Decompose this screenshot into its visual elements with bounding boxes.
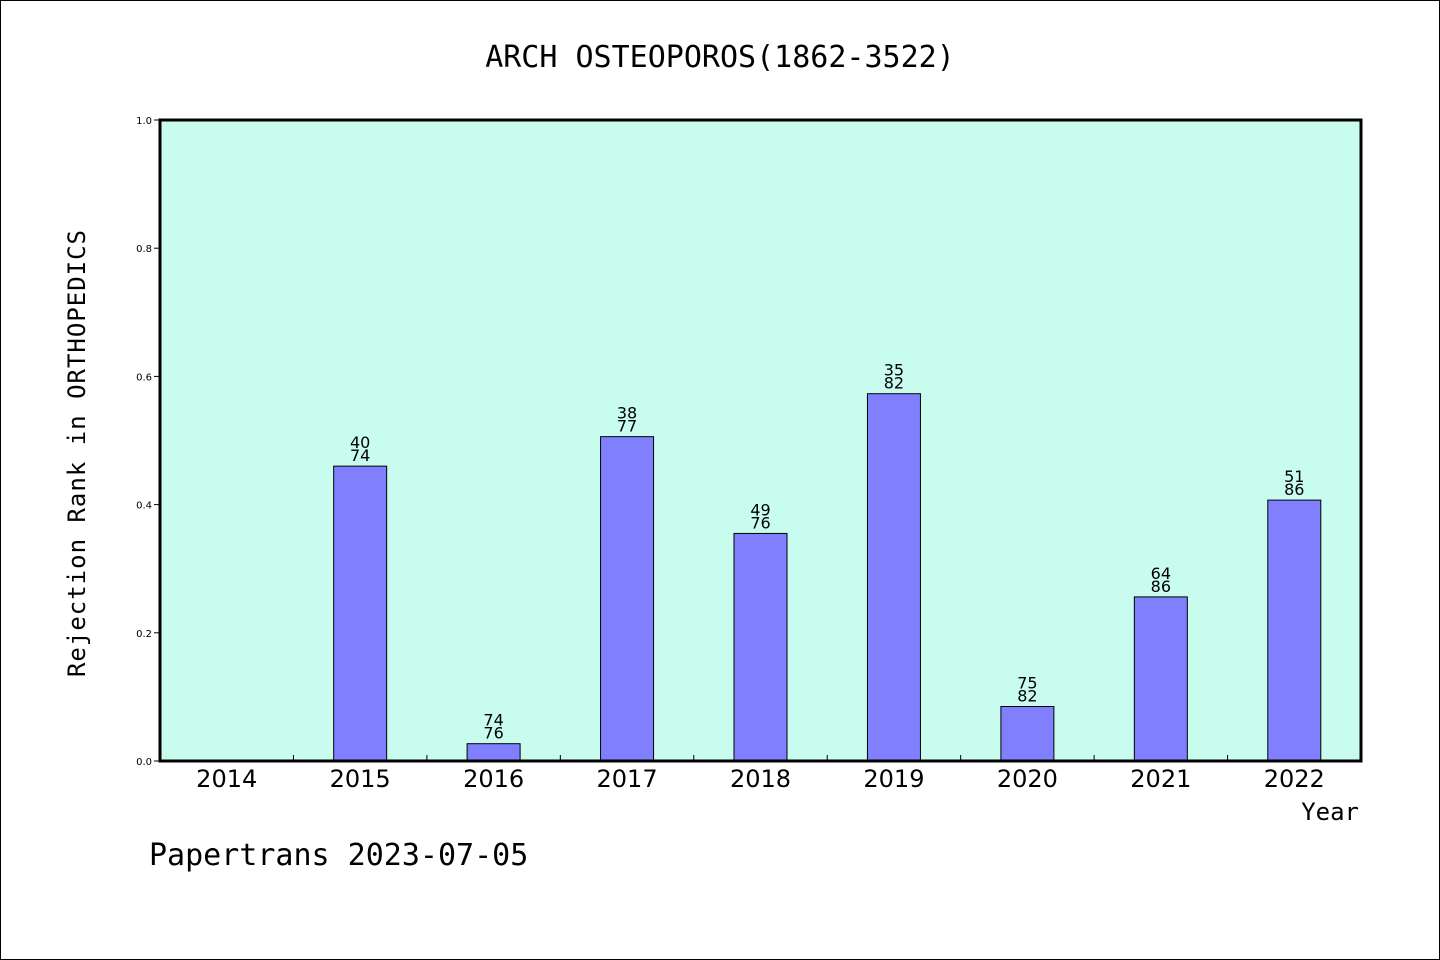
- footer-credit: Papertrans 2023-07-05: [149, 838, 528, 873]
- x-tick-label-2022: 2022: [1264, 765, 1325, 793]
- bar-2015: [333, 465, 388, 762]
- y-axis-label: Rejection Rank in ORTHOPEDICS: [63, 229, 91, 677]
- y-tick-label-1: 0.2: [136, 629, 152, 640]
- bar-2019: [866, 393, 921, 762]
- y-tick-label-0: 0.0: [136, 757, 152, 768]
- x-tick-label-2021: 2021: [1130, 765, 1191, 793]
- bar-2020: [1000, 706, 1055, 762]
- data-label-2016-bottom: 76: [483, 724, 503, 743]
- data-label-2020-bottom: 82: [1017, 687, 1037, 706]
- bar-2016: [466, 743, 521, 762]
- x-tick-label-2018: 2018: [730, 765, 791, 793]
- x-tick-label-2014: 2014: [196, 765, 257, 793]
- y-tick-label-4: 0.8: [136, 244, 152, 255]
- bar-2018: [733, 532, 788, 762]
- data-label-2019-top: 35: [884, 361, 904, 380]
- data-label-2021-bottom: 86: [1151, 577, 1171, 596]
- y-ticks-group: 0.0 0.2 0.4 0.6 0.8 1.0: [136, 116, 160, 768]
- y-tick-label-3: 0.6: [136, 372, 152, 383]
- data-label-2018-bottom: 76: [750, 513, 770, 532]
- data-label-2015-bottom: 74: [350, 446, 370, 465]
- data-label-2015-top: 40: [350, 433, 370, 452]
- x-ticks-group: 2014 2015 2016 2017 2018 2019 2020 2021 2022: [196, 755, 1325, 793]
- x-tick-label-2020: 2020: [997, 765, 1058, 793]
- x-tick-label-2016: 2016: [463, 765, 524, 793]
- bar-2022: [1267, 499, 1322, 762]
- data-label-2019-bottom: 82: [884, 374, 904, 393]
- data-label-2017-bottom: 77: [617, 417, 637, 436]
- data-label-2017-top: 38: [617, 404, 637, 423]
- y-tick-label-2: 0.4: [136, 501, 152, 512]
- data-label-2020-top: 75: [1017, 674, 1037, 693]
- x-tick-label-2019: 2019: [863, 765, 924, 793]
- x-tick-label-2015: 2015: [330, 765, 391, 793]
- data-label-2016-top: 74: [483, 711, 503, 730]
- chart-title: ARCH OSTEOPOROS(1862-3522): [485, 40, 955, 75]
- data-label-2022-bottom: 86: [1284, 480, 1304, 499]
- bar-2017: [600, 436, 655, 762]
- data-label-2018-top: 49: [750, 500, 770, 519]
- data-label-2022-top: 51: [1284, 467, 1304, 486]
- data-label-2021-top: 64: [1151, 564, 1171, 583]
- plot-frame: [158, 118, 1363, 763]
- bar-2021: [1133, 596, 1188, 762]
- x-tick-label-2017: 2017: [597, 765, 658, 793]
- x-axis-label: Year: [1301, 798, 1359, 826]
- y-tick-label-5: 1.0: [136, 116, 152, 127]
